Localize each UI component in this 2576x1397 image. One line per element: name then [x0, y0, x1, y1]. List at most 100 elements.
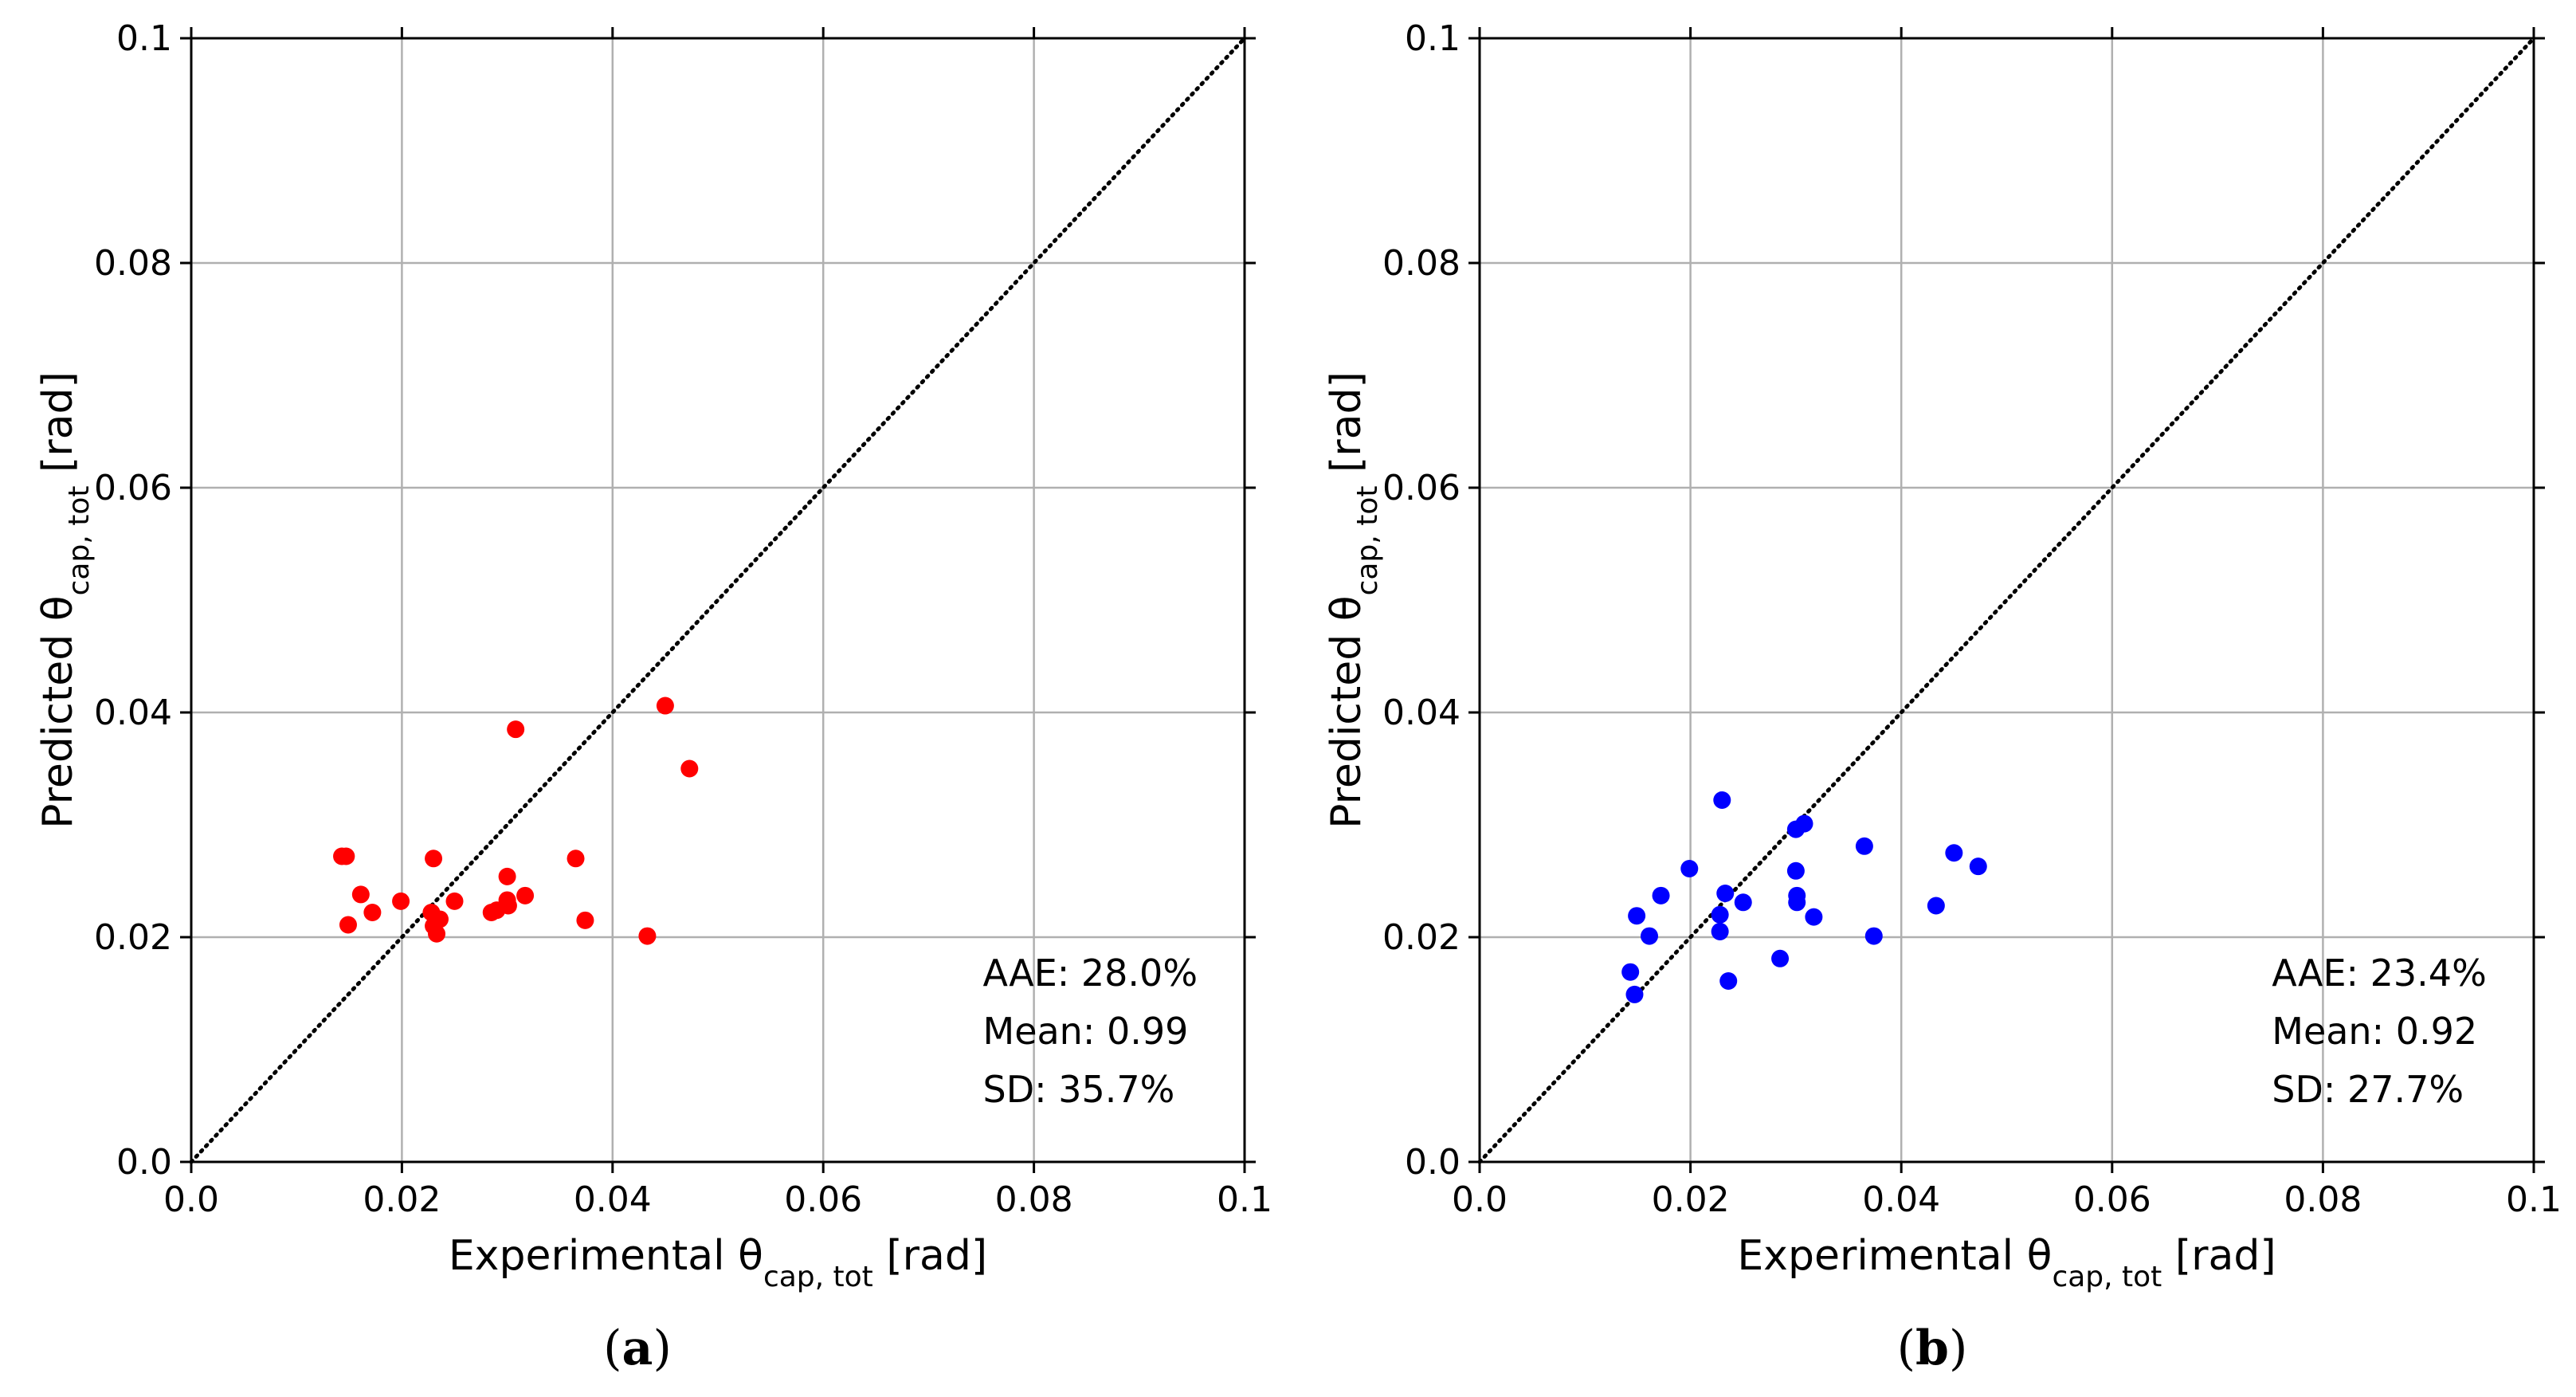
x-axis-label-subscript: cap, tot — [763, 1261, 873, 1293]
data-point — [363, 903, 382, 921]
data-point — [499, 897, 517, 915]
x-axis-label-main: Experimental θ — [449, 1232, 763, 1280]
y-axis-label-subscript: cap, tot — [1351, 486, 1384, 596]
scatter-panel-a: 0.0 0.02 0.04 0.06 0.08 0.1 0.0 0.02 0.04 0.06 0.0… — [34, 18, 1272, 1376]
stats-line: SD: 35.7% — [983, 1068, 1175, 1111]
data-point — [1864, 927, 1883, 945]
x-axis-label: Experimental θcap, tot [rad] — [1737, 1232, 2276, 1293]
data-point — [1628, 907, 1646, 925]
x-axis-label-unit: [rad] — [873, 1232, 987, 1280]
stats-line: AAE: 28.0% — [983, 952, 1198, 995]
y-axis-label: Predicted θcap, tot [rad] — [34, 371, 96, 829]
panel-label-close-paren: ) — [653, 1320, 671, 1376]
y-tick-label: 0.04 — [1382, 693, 1461, 733]
panel-label-close-paren: ) — [1949, 1320, 1967, 1376]
x-tick-label: 0.04 — [1862, 1179, 1940, 1220]
data-point — [1771, 949, 1790, 967]
data-point — [516, 886, 535, 905]
data-point — [567, 850, 585, 868]
data-point — [1652, 886, 1670, 905]
data-point — [351, 885, 370, 904]
data-point — [425, 850, 443, 868]
panel-label: (b) — [1897, 1320, 1968, 1376]
x-tick-label: 0.04 — [574, 1179, 652, 1220]
y-tick-label: 0.02 — [1382, 917, 1461, 958]
y-axis-label-unit: [rad] — [34, 371, 82, 485]
y-axis-label: Predicted θcap, tot [rad] — [1323, 371, 1384, 829]
y-tick-label: 0.08 — [94, 243, 172, 284]
y-axis-label-main: Predicted θ — [1323, 595, 1370, 828]
x-tick-label: 0.0 — [1452, 1179, 1508, 1220]
y-tick-label: 0.0 — [1405, 1142, 1461, 1183]
reference-line-y-equals-x — [1477, 36, 2536, 1164]
data-point — [1855, 837, 1873, 855]
x-tick-label: 0.1 — [1217, 1179, 1272, 1220]
data-point — [1621, 963, 1640, 981]
data-point — [656, 697, 674, 715]
data-point — [1788, 893, 1806, 912]
data-point — [1786, 861, 1805, 880]
data-point — [1734, 893, 1752, 912]
x-tick-label: 0.08 — [2284, 1179, 2362, 1220]
y-tick-label: 0.1 — [1405, 18, 1461, 59]
y-axis-label-main: Predicted θ — [34, 595, 82, 828]
data-point — [498, 867, 516, 885]
data-point — [1641, 927, 1659, 945]
x-axis-label-main: Experimental θ — [1737, 1232, 2052, 1280]
data-point — [1969, 857, 1987, 876]
x-tick-label: 0.1 — [2506, 1179, 2562, 1220]
x-tick-label: 0.02 — [1652, 1179, 1730, 1220]
data-point — [638, 927, 657, 945]
stats-line: Mean: 0.92 — [2272, 1010, 2477, 1053]
data-point — [507, 720, 525, 739]
panel-label-letter: b — [1915, 1320, 1949, 1376]
x-axis-label: Experimental θcap, tot [rad] — [449, 1232, 987, 1293]
data-point — [1927, 897, 1945, 915]
data-point — [1711, 905, 1729, 924]
data-point — [445, 892, 464, 910]
data-point — [1711, 922, 1729, 940]
panel-label: (a) — [603, 1320, 672, 1376]
data-point — [1713, 791, 1731, 809]
scatter-panel-b: 0.0 0.02 0.04 0.06 0.08 0.1 0.0 0.02 0.04 0.06 0.0… — [1323, 18, 2562, 1376]
data-point — [428, 924, 446, 943]
stats-line: Mean: 0.99 — [983, 1010, 1189, 1053]
x-axis-label-unit: [rad] — [2162, 1232, 2276, 1280]
y-tick-label: 0.04 — [94, 693, 172, 733]
data-point — [1795, 814, 1813, 833]
stats-line: AAE: 23.4% — [2272, 952, 2487, 995]
data-point — [576, 911, 594, 929]
x-axis-label-subscript: cap, tot — [2052, 1261, 2162, 1293]
axes-frame — [1478, 37, 2535, 1164]
data-point — [1805, 908, 1823, 926]
data-point — [430, 910, 449, 928]
panel-label-open-paren: ( — [1897, 1320, 1915, 1376]
x-tick-label: 0.06 — [784, 1179, 862, 1220]
axes-frame — [190, 37, 1246, 1164]
y-tick-label: 0.08 — [1382, 243, 1461, 284]
x-tick-label: 0.0 — [163, 1179, 219, 1220]
y-axis-label-subscript: cap, tot — [63, 486, 96, 596]
y-tick-label: 0.06 — [1382, 468, 1461, 508]
reference-line-y-equals-x — [189, 36, 1247, 1164]
y-tick-label: 0.02 — [94, 917, 172, 958]
data-point — [1945, 844, 1963, 862]
data-point — [1625, 985, 1644, 1003]
data-point — [337, 847, 355, 865]
data-point — [392, 892, 410, 910]
y-axis-label-unit: [rad] — [1323, 371, 1370, 485]
y-tick-label: 0.1 — [116, 18, 172, 59]
data-point — [339, 916, 357, 934]
x-tick-label: 0.06 — [2073, 1179, 2151, 1220]
panel-label-letter: a — [622, 1320, 653, 1376]
panel-label-open-paren: ( — [603, 1320, 621, 1376]
stats-line: SD: 27.7% — [2272, 1068, 2464, 1111]
data-point — [680, 759, 699, 778]
data-point — [1680, 859, 1699, 877]
data-point — [1716, 885, 1735, 903]
y-tick-label: 0.0 — [116, 1142, 172, 1183]
data-point — [1719, 971, 1738, 990]
y-tick-label: 0.06 — [94, 468, 172, 508]
x-tick-label: 0.08 — [995, 1179, 1073, 1220]
